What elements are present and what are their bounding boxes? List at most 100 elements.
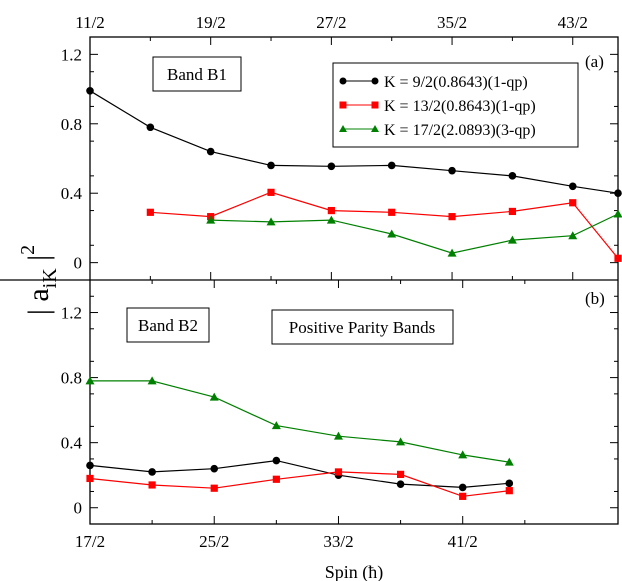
- band-b1-box: [152, 56, 242, 92]
- data-point-triangle: [447, 248, 457, 257]
- data-point-square: [267, 188, 275, 196]
- data-point-triangle: [147, 376, 157, 385]
- data-point-triangle: [507, 235, 517, 244]
- y-tick-label: 0: [74, 499, 83, 518]
- data-point-circle: [614, 189, 622, 198]
- panel-b-label: (b): [585, 289, 605, 308]
- positive-parity-label: Positive Parity Bands: [289, 318, 435, 337]
- legend-label-k132: K = 13/2(0.8643)(1-qp): [384, 98, 536, 115]
- data-point-triangle: [387, 229, 397, 238]
- data-point-square: [508, 207, 516, 216]
- y-tick-label: 0.8: [61, 369, 82, 388]
- data-point-circle: [86, 87, 94, 95]
- legend-marker-circle: [339, 77, 347, 85]
- y-tick-label: 1.2: [61, 304, 82, 323]
- data-point-circle: [148, 468, 156, 476]
- series-line-circle: [89, 90, 619, 194]
- data-point-square: [396, 470, 405, 478]
- data-point-triangle: [504, 457, 514, 466]
- data-point-circle: [508, 172, 517, 180]
- data-point-square: [210, 484, 218, 492]
- data-point-circle: [396, 480, 405, 488]
- legend-entry-k172: K = 17/2(2.0893)(3-qp): [339, 122, 536, 139]
- panel-a-ticks: 0 0.4 0.8 1.2 11/2 19/2 27/2 35/2 43/2: [61, 13, 618, 280]
- y-tick-label: 0.4: [61, 184, 83, 203]
- data-point-square: [505, 487, 513, 495]
- x-tick-label: 19/2: [196, 13, 226, 32]
- band-b1-label: Band B1: [167, 65, 227, 84]
- x-tick-label: 27/2: [316, 13, 346, 32]
- legend-entry-k132: K = 13/2(0.8643)(1-qp): [339, 98, 536, 115]
- y-axis-label-bar-right: |: [22, 255, 55, 269]
- panel-b-ticks: 0 0.4 0.8 1.2 17/2 25/2 33/2 41/2: [61, 280, 618, 551]
- data-point-circle: [568, 182, 577, 191]
- data-point-square: [614, 254, 622, 262]
- data-point-triangle: [396, 437, 406, 446]
- data-point-circle: [327, 162, 336, 171]
- x-tick-label: 41/2: [448, 532, 478, 551]
- data-point-circle: [146, 123, 155, 132]
- data-point-square: [272, 475, 280, 483]
- data-point-circle: [505, 479, 514, 488]
- panel-a-label: (a): [585, 52, 604, 71]
- data-point-square: [148, 481, 156, 489]
- data-point-triangle: [326, 215, 336, 224]
- data-point-circle: [210, 464, 219, 473]
- data-point-square: [448, 213, 456, 221]
- data-point-triangle: [458, 450, 468, 459]
- data-point-circle: [206, 147, 215, 156]
- band-b2-label: Band B2: [138, 316, 198, 335]
- svg-text:| aiK |2: | aiK |2: [17, 245, 61, 315]
- series-line-circle: [89, 459, 510, 489]
- legend: K = 9/2(0.8643)(1-qp) K = 13/2(0.8643)(1…: [332, 62, 579, 148]
- x-tick-label: 33/2: [323, 532, 353, 551]
- data-point-square: [569, 199, 577, 207]
- y-tick-label: 0.4: [61, 434, 83, 453]
- data-point-triangle: [85, 376, 95, 385]
- legend-marker-square: [339, 101, 347, 109]
- data-point-circle: [267, 161, 275, 170]
- data-point-circle: [272, 456, 281, 465]
- legend-entry-k92: K = 9/2(0.8643)(1-qp): [339, 74, 528, 91]
- y-tick-label: 1.2: [61, 45, 82, 64]
- legend-marker-triangle: [371, 125, 379, 132]
- legend-label-k92: K = 9/2(0.8643)(1-qp): [384, 74, 528, 91]
- legend-label-k172: K = 17/2(2.0893)(3-qp): [384, 122, 536, 139]
- y-axis-label-bar-left: | a: [22, 288, 55, 315]
- data-point-square: [86, 474, 94, 483]
- series-line-square: [89, 471, 510, 497]
- x-tick-label: 43/2: [558, 13, 588, 32]
- data-point-square: [388, 208, 396, 216]
- series-line-triangle: [210, 213, 619, 254]
- data-point-triangle: [266, 217, 276, 226]
- y-axis-label-superscript: 2: [17, 245, 39, 255]
- data-point-triangle: [206, 215, 216, 224]
- y-axis-label: | aiK |2: [17, 245, 61, 315]
- series-line-square: [150, 191, 619, 259]
- y-axis-label-subscript: iK: [39, 268, 61, 289]
- band-b2-box: [126, 307, 210, 343]
- data-point-triangle: [568, 231, 578, 240]
- panel-b-series: [85, 376, 514, 500]
- data-point-triangle: [613, 209, 622, 218]
- data-point-triangle: [333, 431, 343, 440]
- data-point-triangle: [271, 421, 281, 430]
- y-tick-label: 0: [74, 254, 83, 273]
- series-line-triangle: [90, 380, 510, 463]
- x-tick-label: 25/2: [199, 532, 229, 551]
- legend-marker-triangle: [339, 125, 347, 132]
- legend-marker-circle: [371, 77, 379, 85]
- data-point-circle: [458, 483, 467, 492]
- panel-a-series: [86, 87, 622, 262]
- data-point-triangle: [209, 392, 219, 401]
- data-point-circle: [387, 161, 396, 170]
- x-axis-label: Spin (ħ): [325, 562, 384, 581]
- legend-marker-square: [371, 101, 379, 109]
- data-point-circle: [448, 166, 456, 175]
- x-tick-label: 35/2: [437, 13, 467, 32]
- data-point-square: [459, 492, 467, 500]
- data-point-square: [334, 468, 343, 476]
- data-point-square: [327, 206, 335, 215]
- positive-parity-box: [271, 309, 454, 345]
